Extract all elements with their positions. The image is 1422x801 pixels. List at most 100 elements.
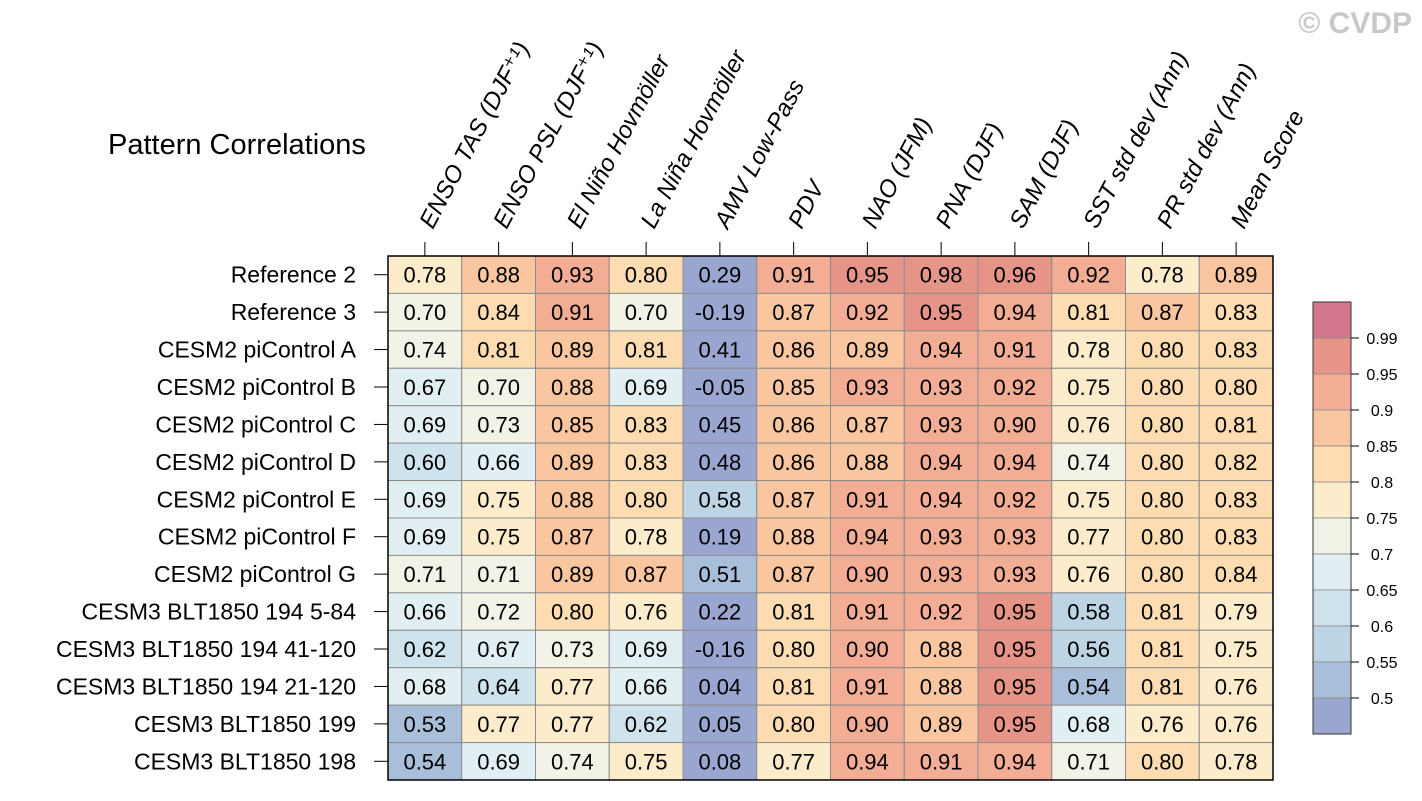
cell-value-label: 0.98	[920, 263, 963, 288]
cell-value-label: 0.80	[1141, 749, 1184, 774]
cell-value-label: 0.78	[1215, 749, 1258, 774]
heatmap-cell	[535, 554, 610, 594]
cell-value-label: 0.72	[477, 600, 520, 625]
cell-value-label: 0.92	[846, 300, 889, 325]
column-labels: ENSO TAS (DJF⁺¹)ENSO PSL (DJF⁺¹)El Niño …	[414, 37, 1310, 256]
row-label: CESM2 piControl A	[158, 337, 357, 363]
heatmap-cell	[1051, 480, 1126, 519]
heatmap-cell	[387, 517, 463, 556]
heatmap-cell	[756, 330, 831, 369]
heatmap-cell	[461, 405, 536, 444]
colorbar-label: 0.99	[1366, 331, 1397, 348]
heatmap-cell	[977, 367, 1053, 407]
cell-value-label: 0.91	[846, 674, 889, 699]
cell-value-label: 0.87	[1141, 300, 1184, 325]
cell-value-label: 0.95	[993, 637, 1036, 662]
cell-value-label: 0.80	[551, 600, 594, 625]
cell-value-label: 0.74	[403, 338, 446, 363]
cell-value-label: 0.78	[403, 263, 446, 288]
row-label: CESM2 piControl D	[155, 449, 356, 475]
cell-value-label: 0.53	[403, 712, 446, 737]
heatmap-cell	[1125, 292, 1200, 332]
heatmap-cell	[608, 292, 684, 332]
colorbar-swatch	[1312, 661, 1352, 699]
cell-value-label: 0.80	[1141, 450, 1184, 475]
cell-value-label: -0.05	[695, 375, 745, 400]
heatmap-cell	[608, 592, 684, 631]
cell-value-label: 0.94	[993, 300, 1036, 325]
heatmap-cell	[387, 330, 463, 369]
cell-value-label: 0.80	[625, 263, 668, 288]
cell-value-label: 0.77	[551, 674, 594, 699]
cell-value-label: 0.75	[1067, 375, 1110, 400]
heatmap-cell	[1198, 629, 1274, 669]
cell-value-label: 0.75	[1215, 637, 1258, 662]
cell-value-label: 0.94	[993, 749, 1036, 774]
cell-value-label: 0.05	[698, 712, 741, 737]
cell-value-label: 0.89	[551, 450, 594, 475]
cell-value-label: 0.69	[625, 637, 668, 662]
cell-value-label: 0.79	[1215, 600, 1258, 625]
cell-value-label: 0.93	[920, 525, 963, 550]
colorbar-swatch	[1312, 589, 1352, 627]
cell-value-label: 0.73	[477, 412, 520, 437]
column-label: NAO (JFM)	[857, 113, 938, 233]
cell-value-label: 0.94	[920, 450, 963, 475]
cell-value-label: 0.77	[1067, 525, 1110, 550]
cell-value-label: 0.78	[1067, 338, 1110, 363]
cell-value-label: 0.69	[477, 749, 520, 774]
heatmap-cells: 0.78 0.88 0.93 0.80 0.29 0.91 0.95 0.98 0.96 0.92…	[387, 255, 1274, 781]
colorbar-swatch	[1312, 337, 1352, 375]
cell-value-label: 0.86	[772, 450, 815, 475]
heatmap-cell	[461, 367, 536, 407]
cell-value-label: -0.16	[695, 637, 745, 662]
cell-value-label: 0.69	[403, 525, 446, 550]
colorbar-label: 0.75	[1366, 511, 1397, 528]
heatmap-cell	[830, 704, 905, 744]
colorbar-label: 0.8	[1371, 475, 1393, 492]
cell-value-label: 0.88	[846, 450, 889, 475]
cell-value-label: 0.95	[993, 712, 1036, 737]
colorbar-label: 0.9	[1371, 403, 1393, 420]
heatmap-cell	[830, 405, 905, 444]
cell-value-label: 0.84	[477, 300, 520, 325]
heatmap-cell	[903, 704, 979, 744]
heatmap-cell	[1198, 667, 1274, 706]
cell-value-label: 0.85	[551, 412, 594, 437]
cell-value-label: 0.93	[993, 525, 1036, 550]
colorbar-label: 0.7	[1371, 547, 1393, 564]
row-labels: Reference 2 Reference 3 CESM2 piControl A C…	[56, 262, 388, 774]
heatmap-cell	[1198, 367, 1274, 407]
cell-value-label: 0.87	[772, 487, 815, 512]
heatmap-cell	[903, 442, 979, 482]
cell-value-label: 0.94	[920, 487, 963, 512]
grid-border	[387, 255, 1274, 781]
cell-value-label: 0.83	[625, 412, 668, 437]
heatmap-cell	[608, 442, 684, 482]
cell-value-label: 0.41	[698, 338, 741, 363]
colorbar-swatch	[1312, 445, 1352, 483]
cell-value-label: 0.66	[625, 674, 668, 699]
cell-value-label: 0.86	[772, 338, 815, 363]
cell-value-label: 0.80	[1141, 525, 1184, 550]
cell-value-label: 0.76	[1215, 712, 1258, 737]
heatmap-cell	[830, 442, 905, 482]
heatmap-cell	[535, 592, 610, 631]
cell-value-label: 0.94	[920, 338, 963, 363]
cell-value-label: -0.19	[695, 300, 745, 325]
heatmap-cell	[535, 667, 610, 706]
cell-value-label: 0.60	[403, 450, 446, 475]
cell-value-label: 0.91	[920, 749, 963, 774]
heatmap-cell	[1051, 330, 1126, 369]
row-label: CESM2 piControl B	[157, 374, 356, 400]
cell-value-label: 0.77	[477, 712, 520, 737]
cell-value-label: 0.88	[551, 487, 594, 512]
heatmap-cell	[387, 629, 463, 669]
cell-value-label: 0.87	[772, 562, 815, 587]
heatmap-cell	[1125, 629, 1200, 669]
cell-value-label: 0.94	[846, 525, 889, 550]
cell-value-label: 0.67	[477, 637, 520, 662]
cell-value-label: 0.81	[1141, 637, 1184, 662]
chart-title: Pattern Correlations	[108, 129, 366, 161]
